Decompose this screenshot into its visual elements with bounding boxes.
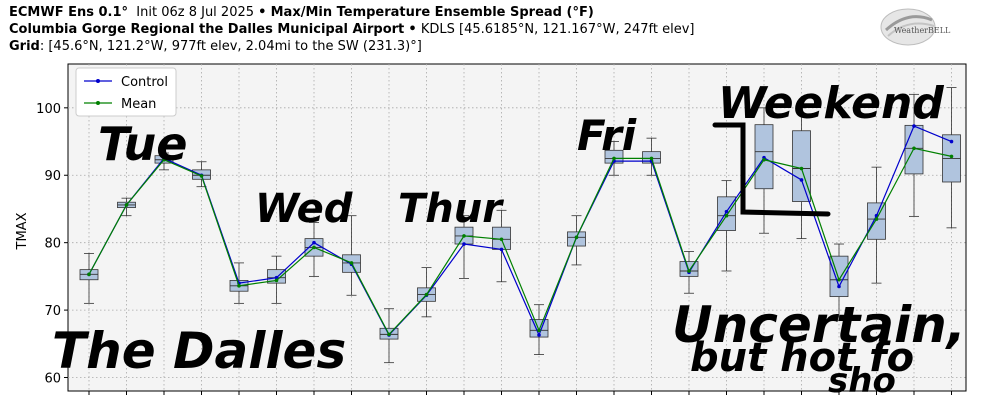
separator: •: [408, 22, 417, 37]
series-point-mean: [724, 213, 729, 218]
series-point-mean: [649, 156, 654, 161]
separator: •: [258, 5, 267, 20]
header-line-3: Grid: [45.6°N, 121.2°W, 977ft elev, 2.04…: [9, 39, 422, 55]
series-point-control: [912, 124, 916, 128]
series-point-mean: [312, 245, 316, 250]
y-axis-label: TMAX: [15, 212, 30, 250]
series-point-control: [799, 178, 804, 182]
station-name: Columbia Gorge Regional the Dalles Munic…: [9, 22, 405, 37]
series-point-mean: [612, 156, 616, 161]
header-line-2: Columbia Gorge Regional the Dalles Munic…: [9, 22, 694, 38]
y-axis: 60 70 80 90 100: [36, 102, 952, 395]
series-point-mean: [124, 203, 129, 207]
header-line-1: ECMWF Ens 0.1° Init 06z 8 Jul 2025 • Max…: [9, 5, 594, 21]
series-point-mean: [237, 284, 241, 288]
series-point-mean: [799, 166, 804, 171]
annotation-uncertain-line3: sho: [828, 361, 896, 401]
station-detail: KDLS [45.6185°N, 121.167°W, 247ft elev]: [420, 22, 695, 37]
series-point-mean: [874, 217, 879, 221]
series-point-mean: [574, 235, 579, 240]
series-point-control: [537, 333, 541, 337]
logo-text: WeatherBELL: [894, 26, 951, 35]
series-point-mean: [687, 269, 691, 273]
y-tick-label: 90: [44, 169, 61, 184]
series-point-control: [837, 284, 841, 289]
series-point-mean: [424, 292, 429, 297]
series-point-mean: [537, 328, 541, 333]
series-point-mean: [499, 237, 504, 242]
box: [679, 261, 699, 277]
series-point-mean: [387, 332, 391, 337]
annotation-uncertain-line2: but hot fo: [690, 335, 914, 381]
series-line-mean: [88, 147, 952, 336]
series-point-mean: [462, 234, 466, 238]
series-point-mean: [949, 154, 954, 159]
init-time: Init 06z 8 Jul 2025: [136, 5, 255, 20]
series-lines: [87, 124, 954, 337]
annotation-tue: Tue: [98, 117, 187, 171]
box: [867, 202, 886, 240]
annotation-uncertain: Uncertain, but hot fo sho: [672, 296, 983, 401]
annotation-the-dalles: The Dalles: [52, 322, 346, 380]
series-point-mean: [87, 272, 91, 277]
handwritten-annotations: Tue Wed Thur Fri Weekend The Dalles: [52, 78, 944, 380]
model-name: ECMWF Ens 0.1°: [9, 5, 129, 20]
plot-area: [67, 63, 967, 392]
series-point-control: [724, 209, 729, 214]
y-tick-label: 100: [36, 102, 61, 117]
series-point-control: [949, 139, 954, 144]
box: [792, 130, 811, 202]
series-point-mean: [162, 157, 166, 162]
annotation-wed: Wed: [255, 186, 353, 232]
annotation-weekend: Weekend: [718, 78, 944, 129]
y-tick-label: 70: [44, 304, 61, 319]
grid-detail: : [45.6°N, 121.2°W, 977ft elev, 2.04mi t…: [39, 39, 422, 54]
series-point-mean: [349, 261, 354, 265]
annotation-thur: Thur: [398, 186, 504, 232]
weatherbell-logo: WeatherBELL: [880, 8, 951, 46]
y-tick-label: 80: [44, 237, 61, 252]
legend: Control Mean: [75, 67, 177, 117]
series-point-mean: [274, 278, 279, 283]
series-line-control: [88, 125, 952, 337]
series-point-mean: [199, 174, 204, 178]
legend-control-label: Control: [121, 75, 168, 90]
series-point-control: [274, 275, 279, 280]
series-point-mean: [912, 146, 916, 151]
series-point-control: [312, 240, 316, 245]
legend-mean-label: Mean: [121, 97, 156, 112]
series-point-mean: [837, 277, 841, 282]
annotation-uncertain-text: Uncertain, but hot fo sho: [672, 296, 983, 401]
chart-title: Max/Min Temperature Ensemble Spread (°F): [270, 5, 594, 20]
series-point-control: [499, 247, 504, 252]
annotation-fri: Fri: [577, 111, 637, 160]
grid-label: Grid: [9, 39, 40, 54]
y-tick-label: 60: [44, 372, 61, 387]
series-point-control: [462, 242, 466, 246]
series-point-mean: [762, 157, 766, 162]
